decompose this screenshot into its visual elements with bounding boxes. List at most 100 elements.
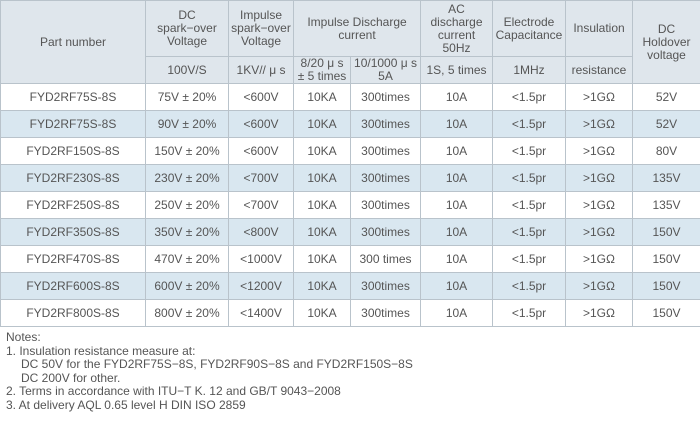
text-line: Part number (39, 34, 107, 49)
table-cell: <600V (228, 110, 294, 138)
table-cell: 150V (632, 299, 700, 327)
text-line: 1. Insulation resistance measure at: (6, 343, 196, 358)
table-cell: <1200V (228, 272, 294, 300)
table-cell: 10A (420, 164, 493, 192)
table-cell: FYD2RF800S-8S (0, 299, 146, 327)
header-cell: DC Holdover voltage (632, 0, 700, 84)
table-row: FYD2RF230S-8S 230V ± 20% <700V 10KA 300times… (0, 164, 700, 192)
table-cell: 135V (632, 164, 700, 192)
table-cell: FYD2RF470S-8S (0, 245, 146, 273)
header-cell: 1KV// μ s (228, 56, 294, 84)
header-cell: 1MHz (492, 56, 566, 84)
header-cell: Insulation (565, 0, 633, 57)
table-cell: 80V (632, 137, 700, 165)
text-line: Impulse Discharge (307, 14, 407, 29)
table-cell: 300times (350, 218, 421, 246)
table-cell: <1400V (228, 299, 294, 327)
table-cell: FYD2RF75S-8S (0, 110, 146, 138)
table-cell: 10A (420, 272, 493, 300)
table-cell: 470V ± 20% (145, 245, 229, 273)
header-cell: 10/1000 μ s 5A (350, 56, 421, 84)
table-cell: 300times (350, 137, 421, 165)
header-cell: resistance (565, 56, 633, 84)
table-cell: 300times (350, 164, 421, 192)
table-cell: <1000V (228, 245, 294, 273)
table-cell: 10A (420, 299, 493, 327)
text-line: spark−over (157, 21, 217, 35)
table-cell: 300times (350, 299, 421, 327)
text-line: 1KV// μ s (236, 62, 286, 77)
table-cell: 10KA (293, 110, 351, 138)
text-line: current 50Hz (437, 27, 476, 55)
text-line: spark−over (231, 21, 291, 35)
table-cell: <600V (228, 83, 294, 111)
text-line: discharge (430, 14, 483, 29)
notes-title: Notes: (6, 330, 41, 344)
table-cell: 75V ± 20% (145, 83, 229, 111)
text-line: 1S, 5 times (426, 62, 487, 77)
header-cell: 8/20 μ s ± 5 times (293, 56, 351, 84)
table-cell: 10KA (293, 83, 351, 111)
text-line: Impulse (239, 8, 283, 22)
table-cell: <1.5pr (492, 272, 566, 300)
text-line: Voltage (166, 34, 208, 48)
header-cell: Impulse spark−over Voltage (228, 0, 294, 57)
table-cell: 90V ± 20% (145, 110, 229, 138)
table-cell: FYD2RF250S-8S (0, 191, 146, 219)
table-cell: <1.5pr (492, 245, 566, 273)
table-cell: 10KA (293, 272, 351, 300)
table-cell: >1GΩ (565, 245, 633, 273)
table-cell: FYD2RF350S-8S (0, 218, 146, 246)
note-item: 1. Insulation resistance measure at: DC 5… (6, 343, 700, 386)
table-row: FYD2RF75S-8S 90V ± 20% <600V 10KA 300times 10… (0, 110, 700, 138)
text-line: Holdover (642, 34, 691, 49)
table-cell: 600V ± 20% (145, 272, 229, 300)
table-cell: <1.5pr (492, 164, 566, 192)
note-item: 3. At delivery AQL 0.65 level H DIN ISO … (6, 398, 700, 413)
notes: Notes: 1. Insulation resistance measure a… (0, 327, 700, 412)
table-cell: 300times (350, 191, 421, 219)
table-cell: 10KA (293, 164, 351, 192)
table-row: FYD2RF600S-8S 600V ± 20% <1200V 10KA 300time… (0, 272, 700, 300)
table-cell: <600V (228, 137, 294, 165)
table-cell: FYD2RF75S-8S (0, 83, 146, 111)
table-cell: 150V (632, 245, 700, 273)
table-cell: 10A (420, 218, 493, 246)
text-line: voltage (647, 47, 686, 62)
table-cell: 300times (350, 110, 421, 138)
table-cell: 150V (632, 218, 700, 246)
text-line: AC (448, 1, 465, 16)
table-cell: 300times (350, 83, 421, 111)
header-cell: Impulse Discharge current (293, 0, 421, 57)
table-cell: <1.5pr (492, 83, 566, 111)
table-cell: 52V (632, 110, 700, 138)
table-cell: >1GΩ (565, 110, 633, 138)
table-cell: 135V (632, 191, 700, 219)
table-cell: 10KA (293, 245, 351, 273)
table-cell: FYD2RF600S-8S (0, 272, 146, 300)
header-cell: Electrode Capacitance (492, 0, 566, 57)
table-cell: 350V ± 20% (145, 218, 229, 246)
table-cell: 250V ± 20% (145, 191, 229, 219)
table-cell: 230V ± 20% (145, 164, 229, 192)
table-cell: >1GΩ (565, 272, 633, 300)
table-cell: 150V ± 20% (145, 137, 229, 165)
text-line: 100V/S (167, 62, 207, 77)
table-cell: 300 times (350, 245, 421, 273)
header-cell: DC spark−over Voltage (145, 0, 229, 57)
table-cell: <1.5pr (492, 218, 566, 246)
table-cell: 800V ± 20% (145, 299, 229, 327)
text-line: DC 50V for the FYD2RF75S−8S, FYD2RF90S−8… (21, 357, 413, 371)
table-cell: FYD2RF230S-8S (0, 164, 146, 192)
table-cell: 10KA (293, 299, 351, 327)
text-line: current (338, 27, 376, 42)
table-row: FYD2RF75S-8S 75V ± 20% <600V 10KA 300times 10… (0, 83, 700, 111)
table-cell: 10A (420, 245, 493, 273)
text-line: 1MHz (513, 62, 545, 77)
text-line: 8/20 μ s (300, 56, 344, 70)
table-cell: <1.5pr (492, 191, 566, 219)
header-row: 100V/S 1KV// μ s 8/20 μ s ± 5 times 10/1000 … (1, 56, 700, 84)
text-line: 2. Terms in accordance with ITU−T K. 12 … (6, 384, 341, 398)
table-cell: 10A (420, 83, 493, 111)
